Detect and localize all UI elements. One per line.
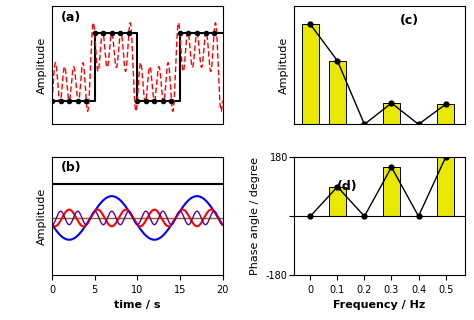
Text: (c): (c) — [400, 14, 419, 27]
Y-axis label: Phase angle / degree: Phase angle / degree — [250, 157, 260, 275]
Text: (d): (d) — [337, 180, 357, 193]
Bar — [301, 24, 319, 124]
Bar — [383, 167, 400, 216]
Bar — [437, 157, 455, 216]
Y-axis label: Amplitude: Amplitude — [36, 188, 46, 245]
X-axis label: Frequency / Hz: Frequency / Hz — [333, 300, 426, 310]
X-axis label: time / s: time / s — [114, 300, 161, 310]
Bar — [328, 187, 346, 216]
Y-axis label: Amplitude: Amplitude — [279, 37, 289, 94]
Bar — [383, 103, 400, 124]
Text: (b): (b) — [61, 162, 81, 174]
Bar — [328, 61, 346, 124]
Text: (a): (a) — [61, 11, 81, 24]
Bar — [437, 104, 455, 124]
Y-axis label: Amplitude: Amplitude — [36, 37, 46, 94]
